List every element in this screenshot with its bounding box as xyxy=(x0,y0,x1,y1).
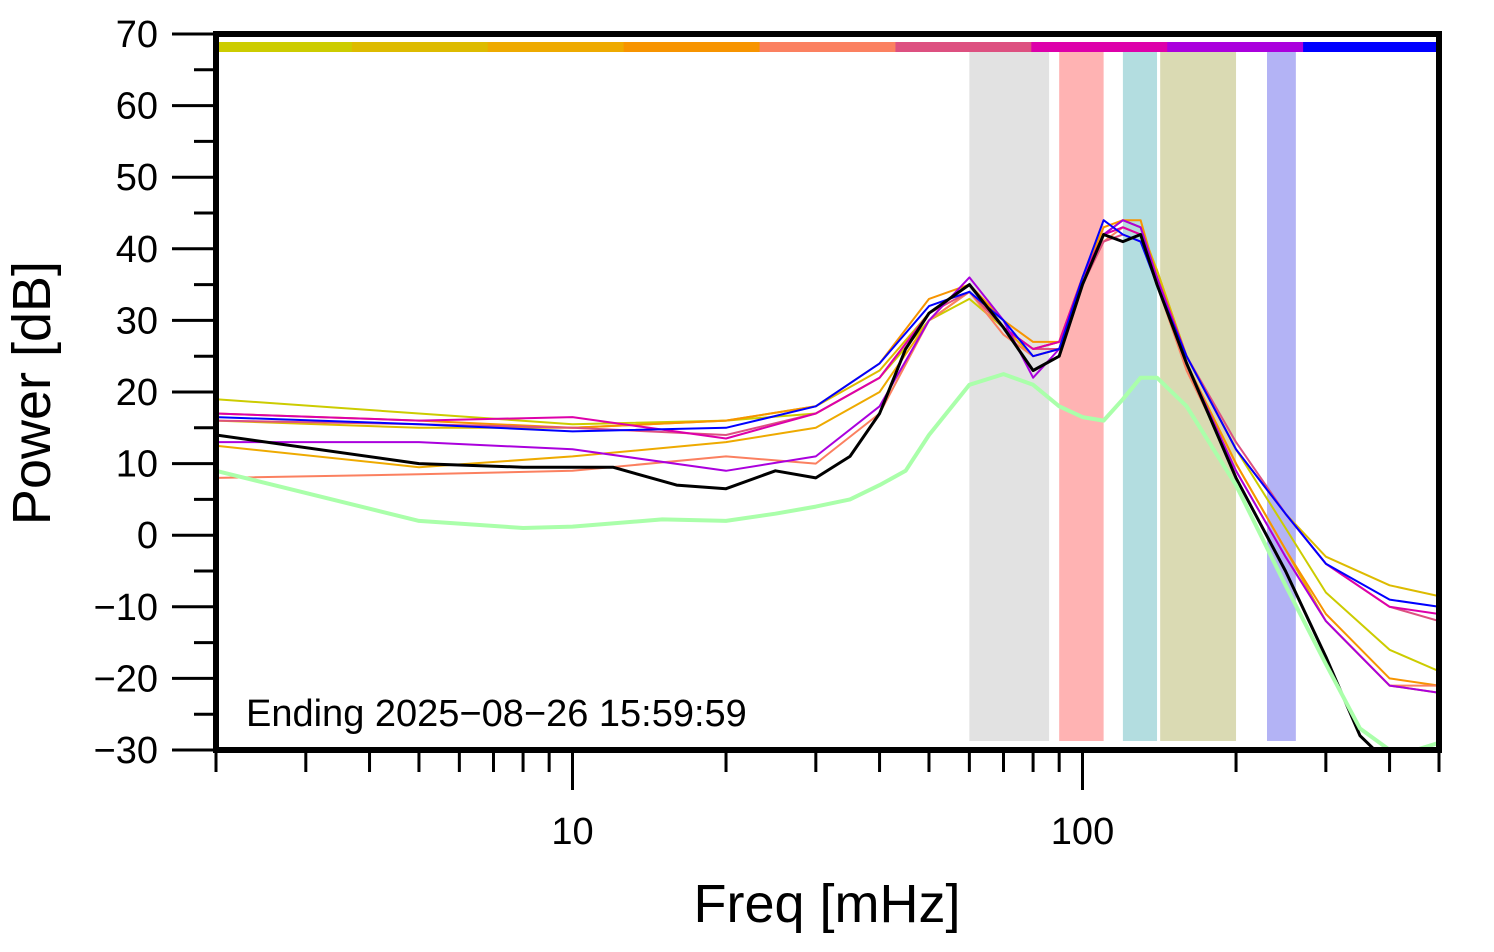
band-2 xyxy=(1122,52,1158,741)
plot-frame xyxy=(213,31,1442,753)
band-0 xyxy=(969,52,1050,741)
series-line-0 xyxy=(216,226,1439,673)
y-tick-label: 70 xyxy=(116,14,158,56)
ending-timestamp: Ending 2025−08−26 15:59:59 xyxy=(246,693,747,735)
x-tick-label: 100 xyxy=(1051,811,1114,853)
series-line-4 xyxy=(216,226,1439,687)
top-bar-segment-3 xyxy=(623,42,761,52)
top-bar-segment-7 xyxy=(1167,42,1304,52)
y-tick-label: 50 xyxy=(116,157,158,199)
x-axis-title: Freq [mHz] xyxy=(693,874,960,934)
top-color-bar xyxy=(216,42,1440,52)
band-4 xyxy=(1266,52,1296,741)
series-line-8 xyxy=(216,219,1439,608)
y-tick-label: −30 xyxy=(94,730,158,772)
y-tick-label: 30 xyxy=(116,300,158,342)
series-line-1 xyxy=(216,219,1439,598)
y-tick-label: 20 xyxy=(116,372,158,414)
series-line-7 xyxy=(216,219,1439,694)
x-tick-label: 10 xyxy=(551,811,593,853)
top-bar-segment-8 xyxy=(1303,42,1440,52)
y-tick-label: 60 xyxy=(116,86,158,128)
y-tick-label: 10 xyxy=(116,444,158,486)
y-tick-label: 40 xyxy=(116,229,158,271)
top-bar-segment-0 xyxy=(216,42,353,52)
y-axis: 70 60 50 40 30 20 10 0 −10 −20 −30 xyxy=(94,14,216,772)
spectrum-lines xyxy=(216,219,1439,750)
top-bar-segment-6 xyxy=(1031,42,1168,52)
band-3 xyxy=(1160,52,1237,741)
series-line-3 xyxy=(216,219,1439,687)
frequency-bands xyxy=(969,52,1296,741)
series-line-9 xyxy=(216,233,1377,750)
y-tick-label: −10 xyxy=(94,587,158,629)
top-bar-segment-2 xyxy=(487,42,625,52)
series-line-2 xyxy=(216,219,1439,694)
top-bar-segment-1 xyxy=(351,42,489,52)
top-bar-segment-5 xyxy=(895,42,1032,52)
y-axis-title: Power [dB] xyxy=(2,261,62,525)
top-bar-segment-4 xyxy=(759,42,896,52)
x-axis: 10 100 xyxy=(214,750,1441,853)
series-line-10 xyxy=(216,372,1439,750)
band-1 xyxy=(1059,52,1104,741)
y-tick-label: 0 xyxy=(137,515,158,557)
y-tick-label: −20 xyxy=(94,658,158,700)
